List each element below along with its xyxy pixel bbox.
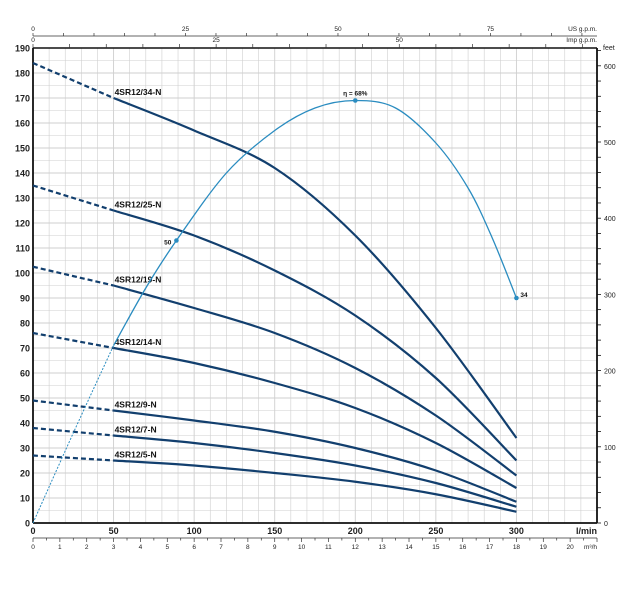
y-tick-label: 170 — [15, 94, 30, 104]
head-curve-label: 4SR12/7-N — [115, 425, 157, 435]
m3h-tick-label: 20 — [567, 544, 575, 551]
head-curve-dashed — [32, 61, 115, 100]
y-tick-label: 110 — [15, 244, 30, 254]
head-curve-label: 4SR12/25-N — [115, 200, 162, 210]
m3h-tick-label: 14 — [405, 544, 413, 551]
m3h-tick-label: 1 — [58, 544, 62, 551]
efficiency-marker — [514, 295, 519, 301]
x-tick-label: 300 — [509, 526, 524, 536]
y-tick-label: 100 — [15, 269, 30, 279]
m3h-tick-label: 12 — [352, 544, 360, 551]
y-tick-label: 120 — [15, 219, 30, 229]
feet-tick-label: 300 — [604, 292, 616, 299]
head-curve-label: 4SR12/34-N — [115, 87, 162, 97]
y-tick-label: 160 — [15, 119, 30, 129]
head-curve-dashed — [32, 426, 114, 437]
imp-gpm-axis-label: Imp g.p.m. — [566, 37, 597, 44]
m3h-tick-label: 16 — [459, 544, 467, 551]
x-tick-label: 200 — [348, 526, 363, 536]
x-axis-label: l/min — [576, 526, 597, 536]
efficiency-label: 50 — [164, 240, 172, 247]
y-tick-label: 60 — [20, 369, 30, 379]
efficiency-marker — [174, 238, 179, 243]
y-tick-label: 0 — [25, 519, 30, 529]
efficiency-marker — [352, 98, 358, 103]
feet-tick-label: 0 — [604, 521, 608, 528]
us-gpm-axis-label: US g.p.m. — [568, 26, 597, 33]
x-tick-label: 100 — [187, 526, 202, 536]
feet-axis-label: feet — [603, 45, 615, 52]
head-curve — [113, 409, 517, 503]
m3h-tick-label: 0 — [31, 544, 35, 551]
efficiency-label: η = 68% — [343, 91, 368, 98]
y-tick-label: 10 — [20, 494, 30, 504]
y-tick-label: 20 — [20, 469, 30, 479]
m3h-tick-label: 13 — [379, 544, 387, 551]
head-curve-dashed — [32, 265, 114, 287]
us-gpm-tick-label: 25 — [182, 26, 190, 33]
head-curve-label: 4SR12/19-N — [115, 275, 162, 285]
m3h-tick-label: 8 — [246, 544, 250, 551]
head-curve — [113, 434, 517, 508]
head-curve-dashed — [32, 184, 114, 212]
m3h-tick-label: 17 — [486, 544, 494, 551]
y-tick-label: 80 — [20, 319, 30, 329]
m3h-tick-label: 4 — [139, 544, 143, 551]
m3h-tick-label: 18 — [513, 544, 521, 551]
us-gpm-tick-label: 50 — [334, 26, 342, 33]
y-tick-label: 90 — [20, 294, 30, 304]
head-curve-label: 4SR12/14-N — [115, 337, 162, 347]
m3h-tick-label: 9 — [273, 544, 277, 551]
head-curve — [113, 96, 518, 439]
y-tick-label: 130 — [15, 194, 30, 204]
head-curve-label: 4SR12/5-N — [115, 450, 157, 460]
y-tick-label: 180 — [15, 69, 30, 79]
m3h-axis-label: m³/h — [584, 544, 597, 551]
head-curve-dashed — [32, 331, 114, 350]
feet-tick-label: 100 — [604, 445, 616, 452]
feet-tick-label: 600 — [604, 64, 616, 71]
head-curve — [113, 459, 517, 513]
efficiency-curve — [113, 99, 518, 346]
y-tick-label: 40 — [20, 419, 30, 429]
efficiency-label: 34 — [520, 292, 528, 299]
y-tick-label: 70 — [20, 344, 30, 354]
feet-tick-label: 200 — [604, 369, 616, 376]
x-tick-label: 0 — [30, 526, 35, 536]
head-curve — [113, 209, 518, 462]
m3h-tick-label: 15 — [432, 544, 440, 551]
us-gpm-tick-label: 75 — [487, 26, 495, 33]
y-tick-label: 30 — [20, 444, 30, 454]
m3h-tick-label: 2 — [85, 544, 89, 551]
head-curve — [113, 346, 517, 489]
head-curve-label: 4SR12/9-N — [115, 400, 157, 410]
us-gpm-tick-label: 0 — [31, 26, 35, 33]
y-tick-label: 190 — [15, 44, 30, 54]
imp-gpm-tick-label: 25 — [213, 37, 221, 44]
m3h-tick-label: 6 — [192, 544, 196, 551]
feet-tick-label: 400 — [604, 216, 616, 223]
m3h-tick-label: 5 — [165, 544, 169, 551]
x-tick-label: 150 — [267, 526, 282, 536]
m3h-tick-label: 7 — [219, 544, 223, 551]
m3h-tick-label: 10 — [298, 544, 306, 551]
efficiency-curve-dashed — [32, 345, 115, 524]
m3h-tick-label: 19 — [540, 544, 548, 551]
imp-gpm-tick-label: 0 — [31, 37, 35, 44]
imp-gpm-tick-label: 50 — [396, 37, 404, 44]
y-tick-label: 150 — [15, 144, 30, 154]
feet-tick-label: 500 — [604, 140, 616, 147]
y-tick-label: 50 — [20, 394, 30, 404]
head-curve — [113, 284, 518, 477]
x-tick-label: 250 — [428, 526, 443, 536]
head-curve-dashed — [32, 399, 114, 412]
m3h-tick-label: 11 — [325, 544, 332, 551]
head-curve-dashed — [32, 454, 114, 462]
y-tick-label: 140 — [15, 169, 30, 179]
m3h-tick-label: 3 — [112, 544, 116, 551]
x-tick-label: 50 — [109, 526, 119, 536]
